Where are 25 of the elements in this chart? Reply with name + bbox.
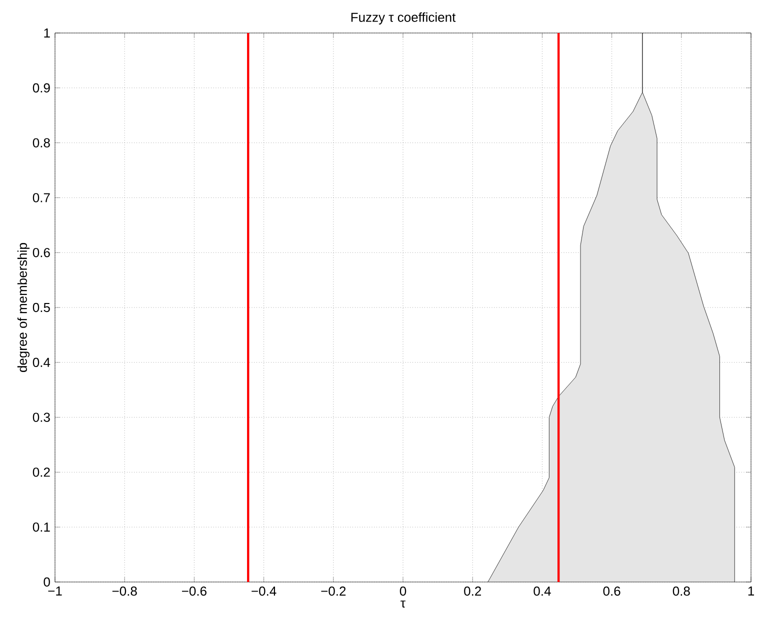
x-tick-label: 1: [748, 586, 754, 596]
x-tick-label: 0.6: [603, 586, 620, 596]
x-tick-label: 0: [400, 586, 406, 596]
x-tick-label: 0.2: [464, 586, 481, 596]
y-tick-label: 1: [44, 28, 50, 38]
y-tick-label: 0: [44, 577, 50, 587]
y-tick-label: 0.4: [32, 358, 50, 367]
y-tick-label: 0.2: [32, 468, 50, 477]
y-tick-label: 0.7: [32, 193, 50, 202]
y-tick-label: 0.8: [32, 138, 50, 148]
y-tick-label: 0.9: [32, 83, 50, 92]
x-axis-title: τ: [400, 600, 406, 608]
y-axis-title: degree of membership: [17, 243, 30, 372]
chart-title: Fuzzy τ coefficient: [351, 12, 456, 24]
x-tick-label: −1: [48, 586, 62, 596]
y-tick-label: 0.5: [32, 302, 50, 312]
x-tick-label: −0.8: [112, 586, 137, 596]
x-tick-label: 0.4: [534, 586, 551, 596]
x-tick-label: −0.6: [182, 586, 206, 596]
y-tick-label: 0.6: [32, 248, 50, 258]
x-tick-label: −0.2: [321, 586, 346, 596]
x-tick-label: 0.8: [672, 586, 690, 596]
y-tick-label: 0.3: [32, 412, 50, 422]
x-tick-label: −0.4: [252, 586, 276, 596]
y-tick-label: 0.1: [32, 522, 50, 532]
